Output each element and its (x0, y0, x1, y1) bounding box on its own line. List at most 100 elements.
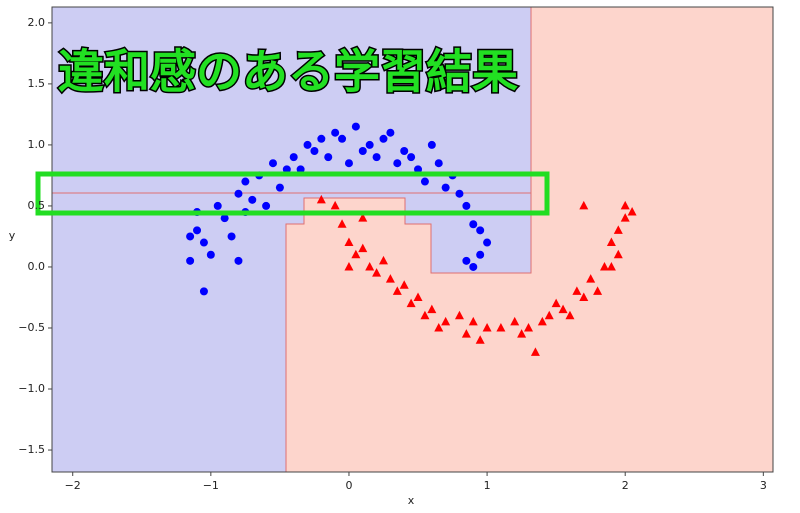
point (358, 213, 368, 222)
point (199, 287, 208, 296)
point (199, 238, 208, 247)
point (586, 274, 596, 283)
point (613, 249, 623, 259)
x-tick-label: 1 (484, 479, 491, 492)
point (268, 159, 277, 168)
point (330, 200, 340, 210)
point (427, 304, 437, 314)
point (469, 220, 478, 229)
point (406, 298, 416, 308)
point (475, 335, 485, 344)
x-tick-label: 3 (760, 479, 767, 492)
y-tick-label: −1.0 (18, 382, 45, 395)
point (379, 134, 388, 143)
point (579, 292, 589, 301)
point (434, 322, 444, 332)
point (378, 255, 388, 265)
point (317, 134, 326, 143)
point (461, 329, 471, 338)
point (392, 286, 402, 295)
point (351, 249, 361, 259)
point (399, 280, 409, 289)
point (482, 322, 492, 332)
x-tick-label: 2 (622, 479, 629, 492)
point (386, 128, 395, 137)
point (517, 329, 527, 338)
point (186, 232, 195, 241)
point (606, 261, 616, 271)
point (234, 256, 243, 265)
point (358, 147, 367, 156)
point (303, 140, 312, 149)
point (476, 226, 485, 235)
point (316, 194, 326, 204)
y-tick-label: 2.0 (28, 16, 46, 29)
x-tick-label: −2 (65, 479, 81, 492)
point (385, 274, 395, 283)
point (296, 165, 305, 174)
point (365, 140, 374, 149)
point (206, 250, 215, 259)
y-tick-label: 1.0 (28, 138, 46, 151)
point (220, 214, 229, 223)
point (441, 316, 451, 326)
point (358, 243, 368, 253)
point (331, 128, 340, 137)
axes-frame (51, 6, 774, 473)
point (372, 268, 382, 277)
point (613, 225, 623, 234)
highlight-box (35, 171, 550, 216)
point (476, 250, 485, 259)
point (344, 159, 353, 168)
point (620, 200, 630, 210)
point (282, 165, 291, 174)
point (468, 316, 478, 326)
x-axis-label: x (408, 494, 415, 507)
y-tick-label: −1.5 (18, 443, 45, 456)
y-tick-label: 1.5 (28, 77, 46, 90)
point (593, 286, 603, 295)
point (420, 177, 429, 186)
point (606, 237, 616, 247)
x-tick-label: 0 (345, 479, 352, 492)
point (420, 310, 430, 320)
point (351, 122, 360, 131)
point (427, 140, 436, 149)
point (558, 304, 568, 314)
point (434, 159, 443, 168)
point (565, 310, 575, 320)
annotation: 違和感のある学習結果 (58, 45, 518, 99)
point (186, 256, 195, 265)
point (372, 153, 381, 162)
point (337, 219, 347, 228)
point (510, 316, 520, 326)
point (310, 147, 319, 156)
point (344, 261, 354, 271)
point (413, 292, 423, 301)
point (344, 237, 354, 247)
point (227, 232, 236, 241)
point (572, 286, 582, 295)
point (338, 134, 347, 143)
y-tick-label: 0.0 (28, 260, 46, 273)
point (496, 322, 506, 332)
point (469, 262, 478, 271)
point (365, 261, 375, 271)
point (454, 310, 464, 320)
point (462, 256, 471, 265)
point (193, 226, 202, 235)
point (400, 147, 409, 156)
point (524, 322, 534, 332)
point (551, 298, 561, 308)
point (324, 153, 333, 162)
point (248, 195, 257, 204)
point (393, 159, 402, 168)
point (620, 213, 630, 222)
point (213, 201, 222, 210)
point (441, 183, 450, 192)
point (462, 201, 471, 210)
point (407, 153, 416, 162)
point (289, 153, 298, 162)
